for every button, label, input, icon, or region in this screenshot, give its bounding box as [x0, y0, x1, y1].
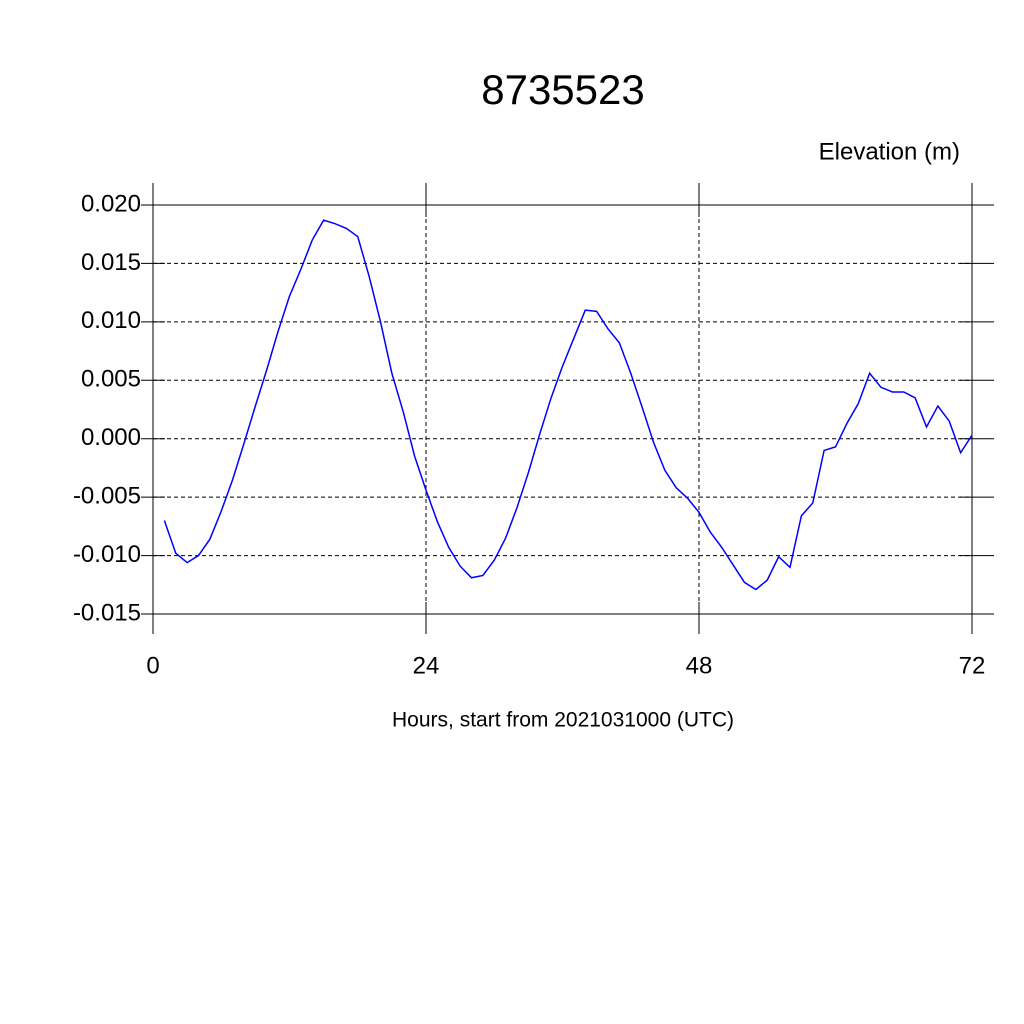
y-tick-label: -0.005	[73, 482, 141, 509]
y-tick-label: 0.000	[81, 424, 141, 451]
chart-title: 8735523	[481, 66, 645, 113]
x-tick-label: 72	[959, 652, 986, 679]
x-tick-label: 48	[686, 652, 713, 679]
y-tick-label: 0.015	[81, 249, 141, 276]
x-tick-label: 0	[146, 652, 159, 679]
chart-subtitle: Elevation (m)	[819, 138, 960, 165]
x-tick-label: 24	[413, 652, 440, 679]
y-tick-label: -0.010	[73, 541, 141, 568]
line-series	[163, 219, 973, 591]
x-axis-label: Hours, start from 2021031000 (UTC)	[392, 709, 734, 732]
y-tick-label: -0.015	[73, 599, 141, 626]
y-tick-label: 0.020	[81, 190, 141, 217]
plot-frame	[152, 204, 973, 615]
y-tick-label: 0.010	[81, 307, 141, 334]
y-tick-label: 0.005	[81, 366, 141, 393]
